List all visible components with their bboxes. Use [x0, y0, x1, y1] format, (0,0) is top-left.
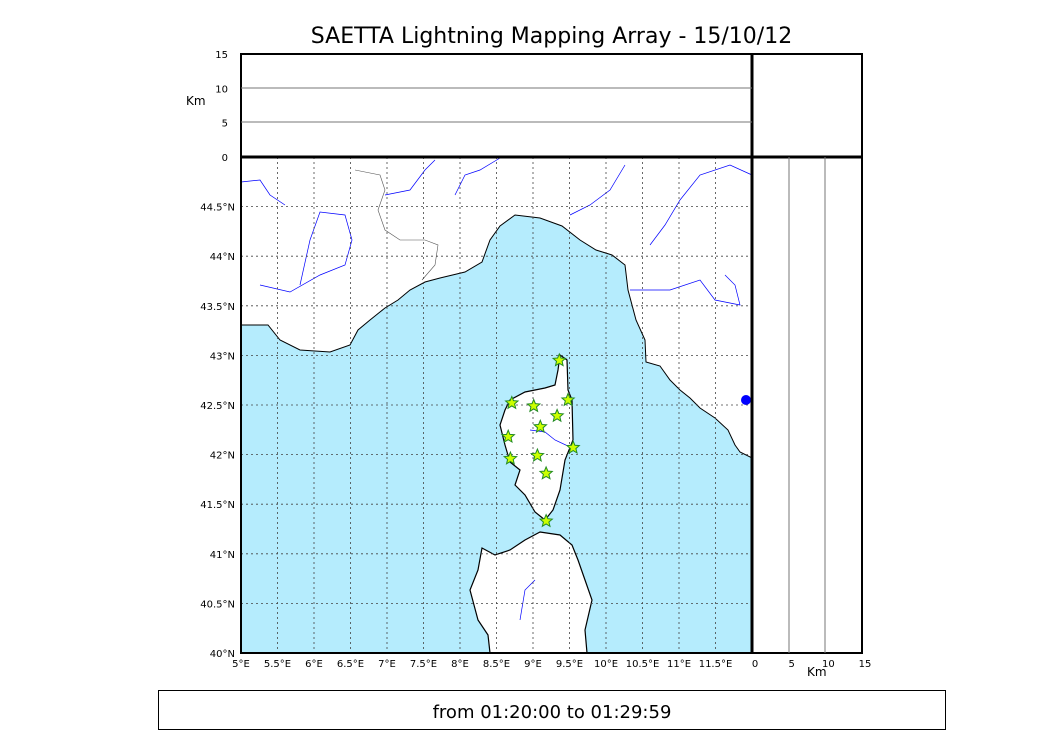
map-grid [241, 157, 752, 653]
time-range-label: from 01:20:00 to 01:29:59 [158, 690, 946, 730]
station-star-marker [560, 392, 576, 407]
coastline-mainland [240, 156, 753, 459]
lat-tick-label: 41°N [210, 550, 235, 561]
station-star-marker [526, 398, 542, 413]
station-star-marker [538, 465, 554, 480]
altitude-tick-label: 15 [215, 50, 228, 61]
lat-tick-label: 43.5°N [200, 302, 235, 313]
coastline-corsica [499, 353, 574, 521]
station-star-marker [504, 395, 520, 410]
lat-tick-label: 43°N [210, 351, 235, 362]
lat-tick-label: 44.5°N [200, 203, 235, 214]
lat-tick-label: 40°N [210, 649, 235, 660]
lon-tick-label: 8°E [451, 659, 469, 670]
station-star-marker [502, 450, 518, 465]
lon-tick-label: 6.5°E [337, 659, 364, 670]
side-tick-label: 5 [788, 659, 794, 670]
axis-ticks: 5°E 5.5°E 6°E 6.5°E 7°E 7.5°E 8°E 8.5°E 9°E 9.5°E… [200, 50, 871, 670]
lon-tick-label: 9.5°E [556, 659, 583, 670]
station-star-marker [565, 439, 581, 454]
station-star-marker [549, 408, 565, 423]
side-tick-label: 0 [752, 659, 758, 670]
lat-tick-label: 42°N [210, 451, 235, 462]
altitude-tick-label: 0 [222, 153, 228, 164]
lon-tick-label: 8.5°E [483, 659, 510, 670]
station-star-marker [529, 447, 545, 462]
side-axis-label: Km [807, 665, 827, 679]
stations [500, 352, 581, 528]
lon-tick-label: 11.5°E [699, 659, 733, 670]
lon-tick-label: 10°E [594, 659, 618, 670]
lat-tick-label: 42.5°N [200, 401, 235, 412]
lightning-event [741, 395, 751, 405]
lon-tick-label: 6°E [305, 659, 323, 670]
chart-title: SAETTA Lightning Mapping Array - 15/10/1… [310, 24, 793, 49]
lon-tick-label: 11°E [667, 659, 691, 670]
altitude-axis-label: Km [186, 94, 206, 108]
lon-tick-label: 7°E [378, 659, 396, 670]
mountain-boundary [354, 169, 439, 281]
altitude-tick-label: 5 [222, 119, 228, 130]
side-tick-label: 10 [822, 659, 835, 670]
lat-tick-label: 44°N [210, 252, 235, 263]
lat-tick-label: 40.5°N [200, 599, 235, 610]
lon-tick-label: 10.5°E [626, 659, 660, 670]
lon-tick-label: 7.5°E [410, 659, 437, 670]
lon-tick-label: 5.5°E [264, 659, 291, 670]
altitude-panel [240, 53, 863, 158]
side-tick-label: 15 [859, 659, 872, 670]
lon-tick-label: 5°E [232, 659, 250, 670]
station-star-marker [532, 418, 548, 434]
lat-tick-label: 41.5°N [200, 500, 235, 511]
station-star-marker [500, 428, 516, 444]
station-star-marker [538, 513, 554, 528]
side-panel [751, 156, 863, 654]
altitude-tick-label: 10 [215, 84, 228, 95]
lon-tick-label: 9°E [524, 659, 542, 670]
station-star-marker [551, 352, 567, 367]
